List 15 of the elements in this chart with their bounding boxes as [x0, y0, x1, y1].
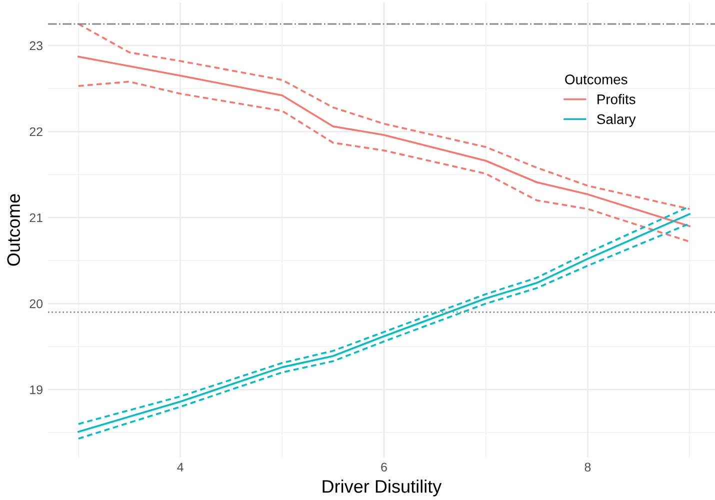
legend-label: Profits: [598, 94, 636, 104]
y-axis-title: Outcome: [7, 194, 20, 266]
line-series: [78, 23, 690, 210]
y-tick-label: 22: [30, 127, 42, 136]
legend-label: Salary: [597, 114, 636, 127]
y-tick-label: 20: [30, 299, 43, 308]
y-tick-label: 21: [30, 213, 42, 222]
x-axis-title: Driver Disutility: [322, 480, 442, 496]
x-tick-label: 4: [177, 462, 184, 472]
y-tick-label: 23: [30, 41, 42, 50]
legend-title: Outcomes: [565, 74, 628, 84]
x-tick-label: 6: [381, 462, 387, 472]
x-tick-label: 8: [584, 462, 591, 472]
y-tick-label: 19: [30, 385, 42, 394]
line-series: [78, 56, 690, 228]
